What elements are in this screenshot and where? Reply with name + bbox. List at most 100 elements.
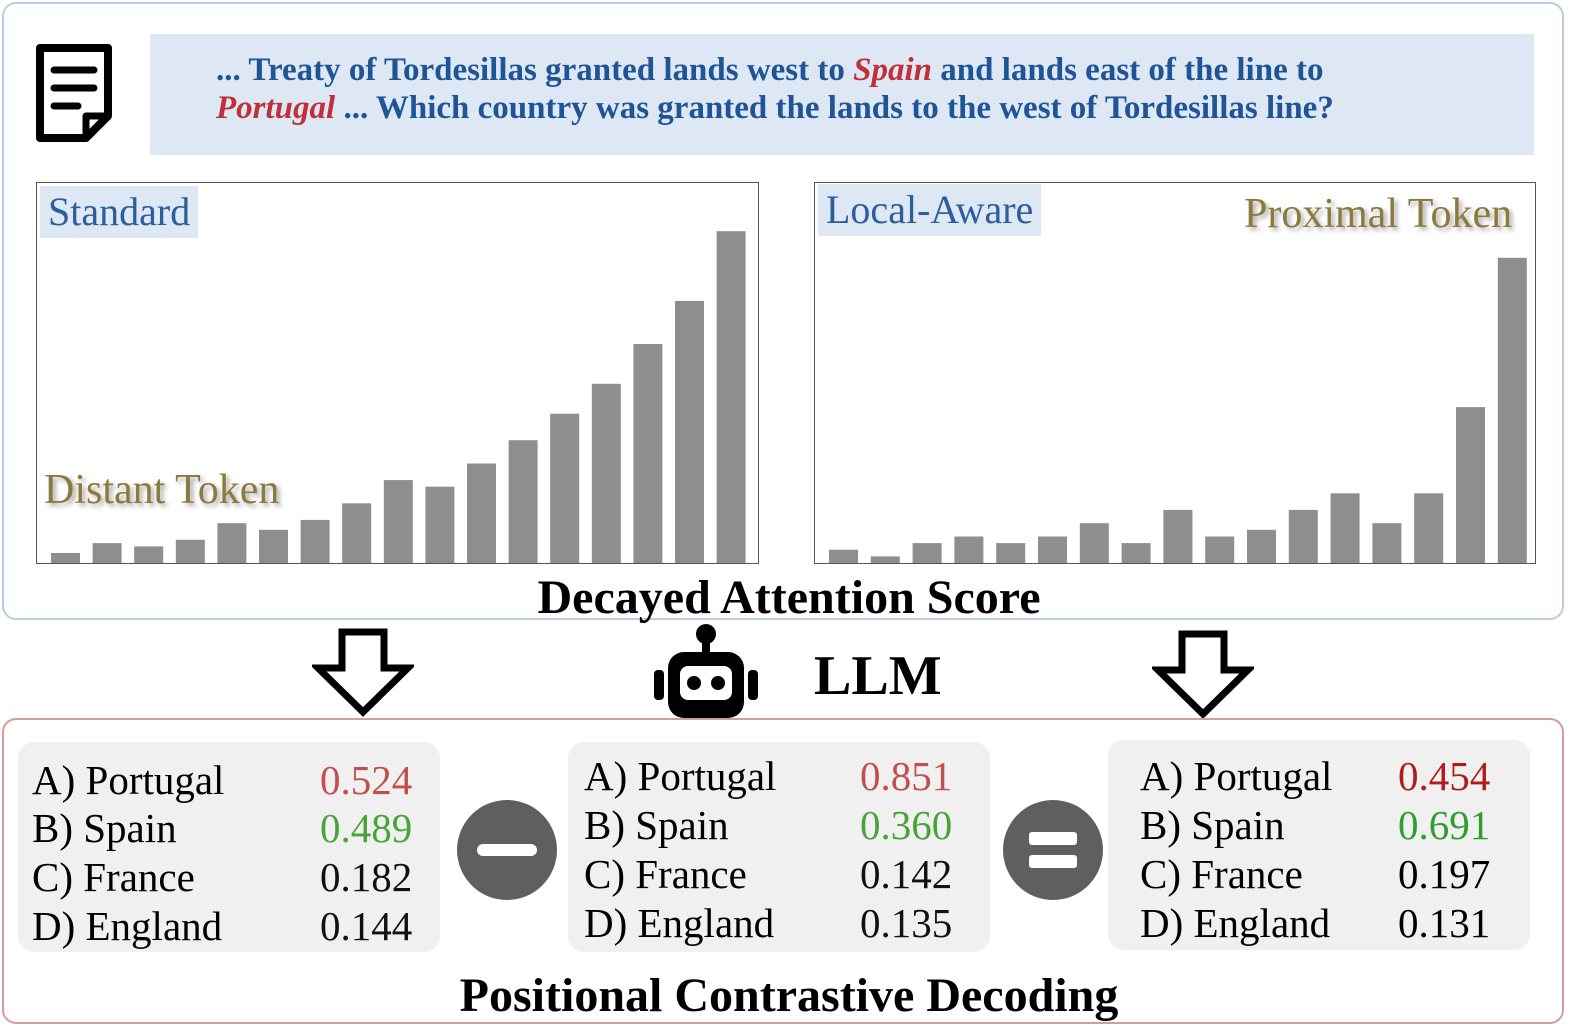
attention-bar [134, 546, 164, 563]
attention-bar [829, 549, 858, 563]
llm-label: LLM [814, 645, 942, 707]
attention-bar [467, 463, 496, 563]
score-value: 0.489 [320, 805, 413, 851]
score-row: D) England 0.144 [18, 902, 440, 950]
equals-icon [1029, 832, 1077, 868]
down-arrow-icon [312, 628, 414, 717]
score-row: B) Spain 0.489 [18, 804, 440, 852]
score-row: B) Spain 0.691 [1108, 801, 1530, 849]
attention-bar [217, 523, 247, 563]
attention-bar [675, 300, 704, 563]
score-row: D) England 0.131 [1108, 899, 1530, 947]
attention-bar [425, 486, 455, 563]
option-label: A) Portugal [32, 757, 225, 803]
attention-bar [300, 519, 330, 563]
document-icon [36, 44, 112, 142]
score-row: A) Portugal 0.851 [568, 752, 990, 800]
answer-spain-highlight: Spain [853, 52, 932, 88]
positional-contrastive-decoding-title: Positional Contrastive Decoding [459, 969, 1119, 1022]
local-aware-scores-panel: A) Portugal 0.851 B) Spain 0.360 C) France… [568, 742, 990, 952]
distant-token-label: Distant Token [44, 467, 280, 513]
score-row: A) Portugal 0.454 [1108, 752, 1530, 800]
attention-section-frame [2, 2, 1564, 620]
attention-bar [1121, 543, 1151, 563]
option-label: B) Spain [584, 802, 729, 848]
minus-icon [477, 844, 537, 856]
option-label: C) France [32, 854, 195, 900]
attention-bar [383, 480, 413, 563]
down-arrow-icon [1152, 630, 1254, 719]
attention-bar [1414, 493, 1444, 563]
score-value: 0.197 [1398, 851, 1491, 897]
attention-bar [550, 413, 580, 563]
attention-bar [1038, 536, 1067, 563]
minus-operator [457, 800, 557, 900]
attention-bar [259, 529, 288, 563]
option-label: D) England [32, 903, 223, 949]
attention-bar [1497, 257, 1527, 563]
attention-bar [342, 503, 372, 563]
proximal-token-label: Proximal Token [1244, 191, 1513, 237]
attention-bar [633, 344, 663, 563]
score-value: 0.182 [320, 854, 413, 900]
score-row: C) France 0.197 [1108, 850, 1530, 898]
attention-bar [1163, 509, 1193, 563]
score-value: 0.524 [320, 757, 413, 803]
contrastive-scores-panel: A) Portugal 0.454 B) Spain 0.691 C) France… [1108, 740, 1530, 950]
attention-bar [591, 383, 621, 563]
attention-bar [508, 440, 538, 563]
standard-bars [51, 231, 746, 563]
score-row: C) France 0.182 [18, 853, 440, 901]
robot-icon [654, 624, 758, 718]
option-label: B) Spain [1140, 802, 1285, 848]
score-row: C) France 0.142 [568, 850, 990, 898]
score-row: B) Spain 0.360 [568, 801, 990, 849]
context-text: ... Treaty of Tordesillas granted lands … [216, 52, 854, 88]
local-aware-attention-chart [814, 182, 1536, 564]
attention-bar [996, 543, 1026, 563]
score-row: A) Portugal 0.524 [18, 756, 440, 804]
local-aware-chart-label: Local-Aware [818, 184, 1042, 236]
option-label: C) France [1140, 851, 1303, 897]
score-value: 0.142 [860, 851, 953, 897]
context-line-2: Portugal ... Which country was granted t… [216, 90, 1334, 127]
context-passage-box [150, 34, 1534, 155]
score-value: 0.691 [1398, 802, 1491, 848]
attention-bar [1372, 523, 1402, 563]
decayed-attention-title: Decayed Attention Score [537, 571, 1041, 624]
equals-operator [1003, 800, 1103, 900]
option-label: D) England [584, 900, 775, 946]
score-value: 0.131 [1398, 900, 1491, 946]
attention-bar [1330, 493, 1360, 563]
option-label: B) Spain [32, 805, 177, 851]
attention-bar [954, 536, 984, 563]
option-label: A) Portugal [584, 753, 777, 799]
option-label: C) France [584, 851, 747, 897]
attention-bar [870, 556, 900, 563]
score-value: 0.144 [320, 903, 413, 949]
attention-bar [1205, 536, 1235, 563]
attention-bar [1247, 529, 1276, 563]
score-row: D) England 0.135 [568, 899, 990, 947]
score-value: 0.454 [1398, 753, 1491, 799]
score-value: 0.360 [860, 802, 953, 848]
score-value: 0.135 [860, 900, 953, 946]
option-label: A) Portugal [1140, 753, 1333, 799]
attention-bar [912, 543, 942, 563]
context-text: and lands east of the line to [932, 52, 1324, 88]
option-label: D) England [1140, 900, 1331, 946]
attention-bar [1079, 523, 1109, 563]
attention-bar [175, 539, 205, 563]
standard-chart-label: Standard [40, 186, 199, 238]
attention-bar [92, 543, 122, 563]
local-aware-bars [829, 257, 1527, 563]
attention-bar [51, 553, 80, 563]
question-text: ... Which country was granted the lands … [335, 90, 1334, 126]
context-line-1: ... Treaty of Tordesillas granted lands … [216, 52, 1323, 89]
attention-bar [1288, 509, 1318, 563]
standard-attention-chart [36, 182, 759, 564]
decoding-section-frame [2, 718, 1564, 1024]
attention-bar [716, 231, 746, 563]
standard-scores-panel: A) Portugal 0.524 B) Spain 0.489 C) France… [18, 742, 440, 952]
answer-portugal-highlight: Portugal [216, 90, 336, 126]
